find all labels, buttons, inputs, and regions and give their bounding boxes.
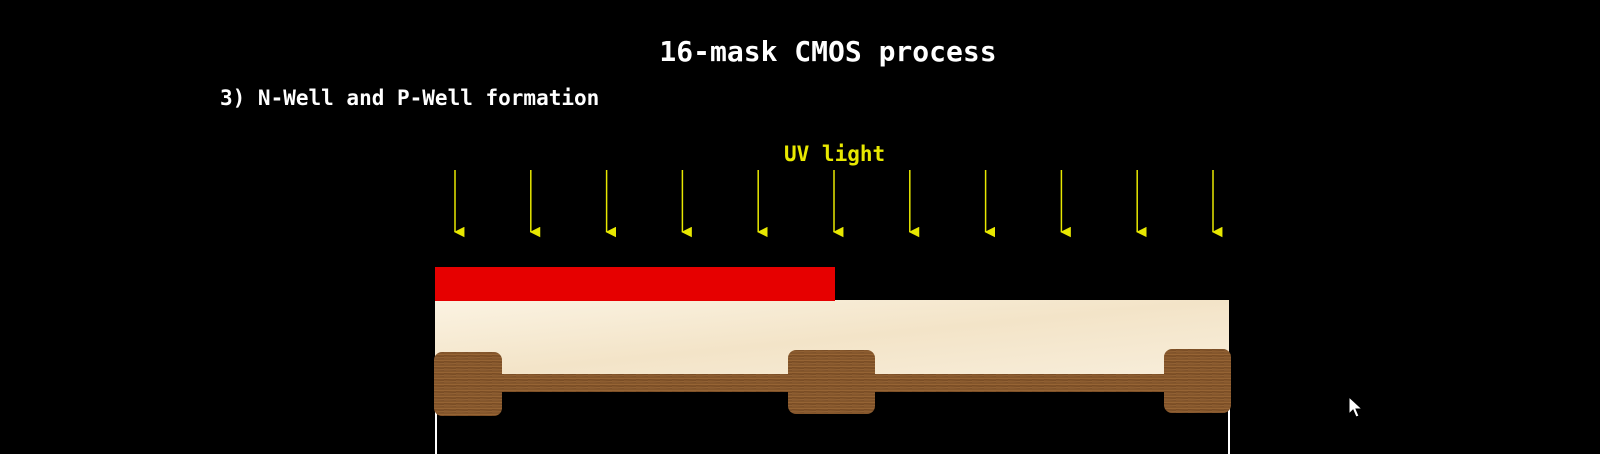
field-oxide-block-left <box>434 352 502 416</box>
field-oxide-block-right <box>1164 349 1231 413</box>
mouse-cursor-icon <box>1348 396 1364 418</box>
slide-title: 16-mask CMOS process <box>659 35 997 68</box>
step-heading: 3) N-Well and P-Well formation <box>220 86 600 110</box>
uv-light-arrows <box>453 170 1223 238</box>
uv-light-label: UV light <box>784 142 886 166</box>
photoresist-mask <box>435 267 835 301</box>
field-oxide-block-middle <box>788 350 875 414</box>
